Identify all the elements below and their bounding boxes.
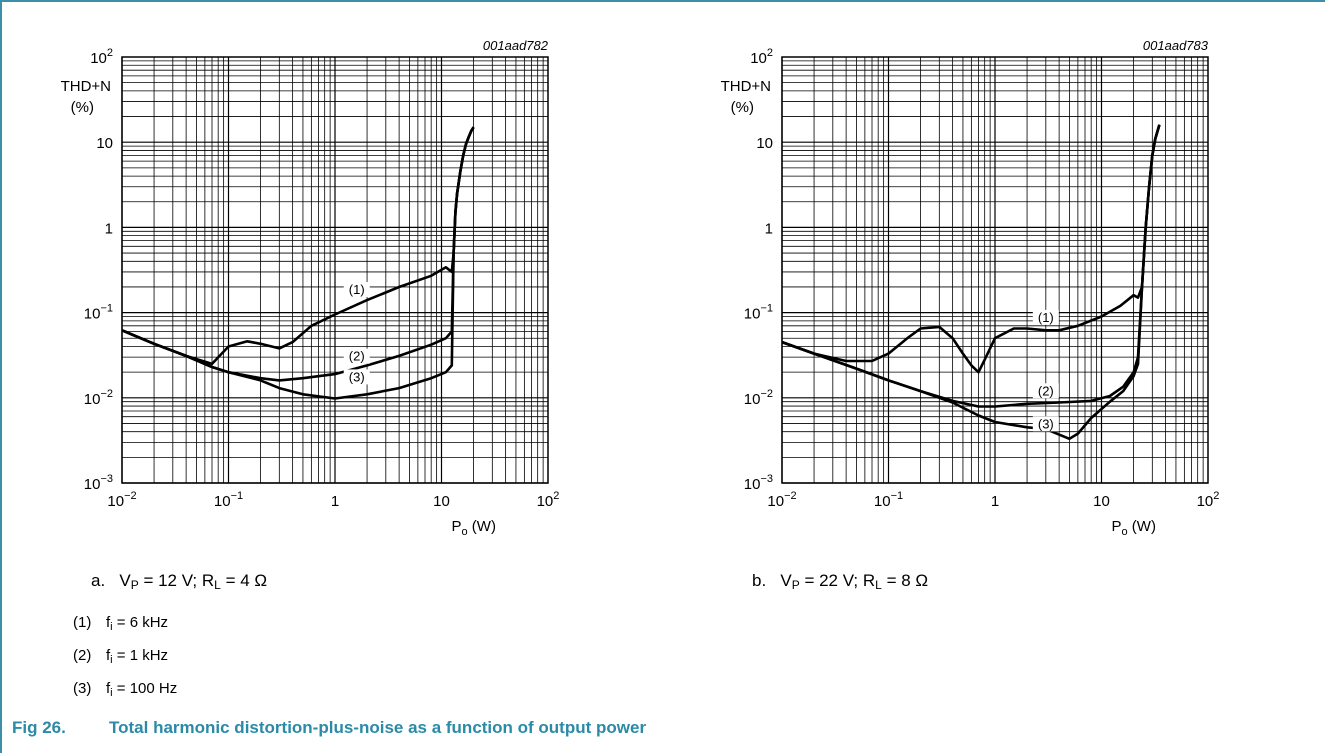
series-label-bg-1: [1032, 309, 1059, 325]
y-tick-label: 10: [96, 135, 113, 152]
x-axis-label: Po (W): [1112, 518, 1156, 538]
series-label-bg-3: [343, 369, 370, 385]
y-tick-label: 10−3: [744, 473, 773, 493]
series-line-3: [781, 124, 1161, 441]
x-tick-label: 10−1: [214, 490, 243, 510]
y-tick-label: 10−2: [84, 388, 113, 408]
plot-frame: [121, 56, 549, 484]
x-tick-label: 1: [331, 493, 339, 510]
figure-label: Fig 26.: [12, 718, 66, 737]
y-tick-label: 102: [750, 47, 773, 67]
series-line-3: [121, 126, 475, 400]
chart-code: 001aad783: [1143, 38, 1209, 53]
series-label-bg-3: [1032, 416, 1059, 432]
y-tick-label: 1: [765, 220, 773, 237]
grid: [781, 57, 1208, 484]
caption-b: b. VP = 22 V; RL = 8 Ω: [752, 571, 929, 592]
x-tick-label: 10: [1093, 493, 1110, 510]
y-axis-label: THD+N: [61, 78, 111, 95]
x-tick-label: 10−2: [107, 490, 136, 510]
series-line-2: [121, 126, 475, 382]
series-label-1: (1): [1038, 310, 1054, 325]
note-2: (2) fi = 1 kHz: [73, 647, 169, 666]
x-tick-label: 102: [537, 490, 560, 510]
series-label-bg-1: [343, 281, 370, 297]
plot-frame: [781, 56, 1209, 484]
chart-code: 001aad782: [483, 38, 549, 53]
y-tick-label: 10: [756, 135, 773, 152]
y-tick-label: 10−1: [84, 303, 113, 323]
x-tick-label: 1: [991, 493, 999, 510]
y-axis-unit: (%): [731, 99, 754, 116]
y-tick-label: 1: [105, 220, 113, 237]
figure-title-text: Total harmonic distortion-plus-noise as …: [109, 718, 647, 737]
x-tick-label: 102: [1197, 490, 1220, 510]
caption-a: a. VP = 12 V; RL = 4 Ω: [91, 571, 268, 592]
y-axis-unit: (%): [71, 99, 94, 116]
series-label-3: (3): [349, 369, 365, 384]
note-3: (3) fi = 100 Hz: [73, 680, 178, 699]
y-axis-label: THD+N: [721, 78, 771, 95]
x-tick-label: 10−2: [767, 490, 796, 510]
figure-title: Fig 26. Total harmonic distortion-plus-no…: [12, 718, 646, 738]
series-label-bg-2: [1032, 383, 1059, 399]
series-line-1: [121, 126, 475, 366]
x-axis-label: Po (W): [452, 518, 496, 538]
y-tick-label: 10−1: [744, 303, 773, 323]
x-tick-label: 10−1: [874, 490, 903, 510]
y-tick-label: 102: [90, 47, 113, 67]
series-label-bg-2: [343, 348, 370, 364]
series-label-1: (1): [349, 282, 365, 297]
series-label-2: (2): [1038, 383, 1054, 398]
series-label-2: (2): [349, 349, 365, 364]
y-tick-label: 10−3: [84, 473, 113, 493]
x-tick-label: 10: [433, 493, 450, 510]
series-label-3: (3): [1038, 416, 1054, 431]
note-1: (1) fi = 6 kHz: [73, 614, 169, 633]
series-line-1: [781, 124, 1161, 374]
grid: [121, 57, 548, 484]
y-tick-label: 10−2: [744, 388, 773, 408]
